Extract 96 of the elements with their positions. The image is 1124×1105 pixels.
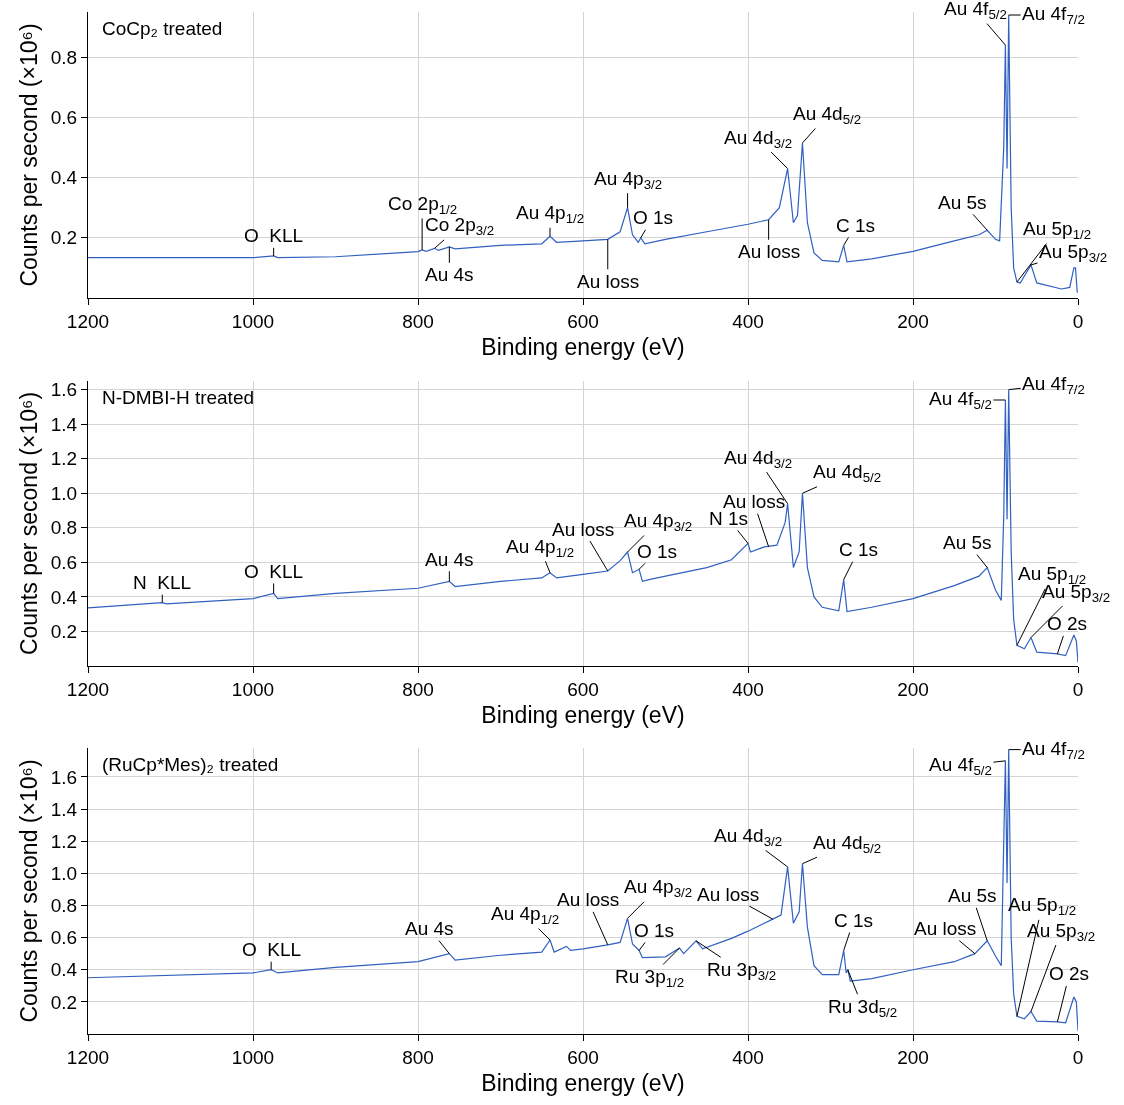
x-axis-title: Binding energy (eV) xyxy=(481,334,685,361)
x-axis-title: Binding energy (eV) xyxy=(481,1070,685,1097)
annotation: Ru 3p$_{1/2}$ xyxy=(615,966,685,990)
x-tick-label: 800 xyxy=(402,310,434,332)
y-tick-label: 0.6 xyxy=(50,107,78,129)
y-axis-title: Counts per second (×10⁶) xyxy=(16,391,43,656)
y-tick-label: 1.2 xyxy=(50,448,78,470)
annotation: Au 5s xyxy=(943,532,992,553)
y-tick-label: 0.6 xyxy=(50,552,78,574)
annotation: Au loss xyxy=(738,241,801,262)
annotation: O 2s xyxy=(1047,613,1088,634)
annotation: O 1s xyxy=(633,207,674,228)
x-tick-label: 0 xyxy=(1072,678,1084,700)
x-tick-label: 1000 xyxy=(231,310,275,332)
annotation: O 1s xyxy=(634,920,675,941)
y-tick-label: 0.6 xyxy=(50,927,78,949)
annotation: Co 2p$_{3/2}$ xyxy=(425,214,495,238)
x-tick-label: 200 xyxy=(897,1046,929,1068)
x-tick-label: 400 xyxy=(732,310,764,332)
x-axis-title: Binding energy (eV) xyxy=(481,702,685,729)
annotation: Au loss xyxy=(914,918,977,939)
annotation: Au 5s xyxy=(948,885,997,906)
y-tick-label: 0.2 xyxy=(50,991,78,1013)
annotation: Au 4f$_{7/2}$ xyxy=(1022,373,1085,397)
annotation: C 1s xyxy=(834,910,874,931)
y-tick-label: 1.2 xyxy=(50,830,78,852)
annotation: Ru 3d$_{5/2}$ xyxy=(828,996,898,1020)
annotation: O 1s xyxy=(637,541,678,562)
x-tick-label: 1200 xyxy=(66,1046,110,1068)
annotation: C 1s xyxy=(836,215,876,236)
annotation: O KLL xyxy=(242,939,302,960)
x-tick-label: 1000 xyxy=(231,678,275,700)
y-tick-label: 0.4 xyxy=(50,959,78,981)
y-tick-label: 1.4 xyxy=(50,413,78,435)
annotation: Au loss xyxy=(697,884,760,905)
annotation: Ru 3p$_{3/2}$ xyxy=(707,959,777,983)
y-tick-label: 1.0 xyxy=(50,862,78,884)
x-tick-label: 0 xyxy=(1072,310,1084,332)
annotation: Au 5p$_{1/2}$ xyxy=(1023,218,1092,242)
annotation: Au 4d$_{5/2}$ xyxy=(813,461,882,485)
x-tick-label: 1200 xyxy=(66,678,110,700)
annotation: Co 2p$_{1/2}$ xyxy=(388,193,458,217)
annotation: Au 4p$_{1/2}$ xyxy=(516,202,585,226)
y-tick-label: 0.2 xyxy=(50,227,78,249)
annotation: Au loss xyxy=(577,271,640,292)
y-tick-label: 0.8 xyxy=(50,46,78,68)
x-tick-label: 1200 xyxy=(66,310,110,332)
annotation: Au 4f$_{5/2}$ xyxy=(944,0,1007,22)
y-tick-label: 0.2 xyxy=(50,621,78,643)
annotation: Au 4f$_{7/2}$ xyxy=(1022,3,1085,27)
x-tick-label: 0 xyxy=(1072,1046,1084,1068)
annotation: N KLL xyxy=(133,572,192,593)
y-tick-label: 0.4 xyxy=(50,586,78,608)
x-tick-label: 1000 xyxy=(231,1046,275,1068)
y-tick-label: 0.4 xyxy=(50,167,78,189)
y-tick-label: 1.6 xyxy=(50,379,78,401)
x-tick-label: 200 xyxy=(897,310,929,332)
annotation: C 1s xyxy=(839,539,879,560)
annotation: O KLL xyxy=(244,561,304,582)
annotation: Au 4d$_{3/2}$ xyxy=(724,127,793,151)
y-tick-label: 1.6 xyxy=(50,766,78,788)
annotation: Au 4d$_{3/2}$ xyxy=(724,447,793,471)
annotation: Au 4d$_{3/2}$ xyxy=(714,825,783,849)
x-tick-label: 600 xyxy=(567,678,599,700)
annotation: Au 5p$_{3/2}$ xyxy=(1039,241,1108,265)
annotation: Au 4f$_{7/2}$ xyxy=(1022,738,1085,762)
chart-title: N-DMBI-H treated xyxy=(102,387,255,408)
annotation: Au loss xyxy=(557,889,620,910)
annotation: Au 4d$_{5/2}$ xyxy=(793,103,862,127)
y-tick-label: 1.4 xyxy=(50,798,78,820)
annotation: Au 4s xyxy=(425,264,474,285)
annotation: Au 4p$_{3/2}$ xyxy=(624,876,693,900)
y-axis-title: Counts per second (×10⁶) xyxy=(16,759,43,1023)
annotation: O 2s xyxy=(1049,963,1090,984)
annotation: Au 4d$_{5/2}$ xyxy=(813,832,882,856)
y-tick-label: 1.0 xyxy=(50,482,78,504)
annotation: Au 4s xyxy=(425,549,474,570)
annotation: Au 5s xyxy=(938,192,987,213)
x-tick-label: 600 xyxy=(567,310,599,332)
x-tick-label: 800 xyxy=(402,678,434,700)
x-tick-label: 600 xyxy=(567,1046,599,1068)
chart-title: (RuCp*Mes)₂ treated xyxy=(102,754,279,775)
x-tick-label: 400 xyxy=(732,678,764,700)
x-tick-label: 800 xyxy=(402,1046,434,1068)
annotation: Au 4f$_{5/2}$ xyxy=(929,754,992,778)
annotation: Au 4f$_{5/2}$ xyxy=(929,388,992,412)
y-tick-label: 0.8 xyxy=(50,895,78,917)
x-tick-label: 400 xyxy=(732,1046,764,1068)
y-tick-label: 0.8 xyxy=(50,517,78,539)
annotation: Au 4p$_{3/2}$ xyxy=(594,168,663,192)
annotation: Au 4p$_{3/2}$ xyxy=(624,510,693,534)
x-tick-label: 200 xyxy=(897,678,929,700)
annotation: O KLL xyxy=(244,225,304,246)
chart-title: CoCp₂ treated xyxy=(102,18,223,39)
annotation: Au 4s xyxy=(405,918,454,939)
y-axis-title: Counts per second (×10⁶) xyxy=(16,23,43,287)
